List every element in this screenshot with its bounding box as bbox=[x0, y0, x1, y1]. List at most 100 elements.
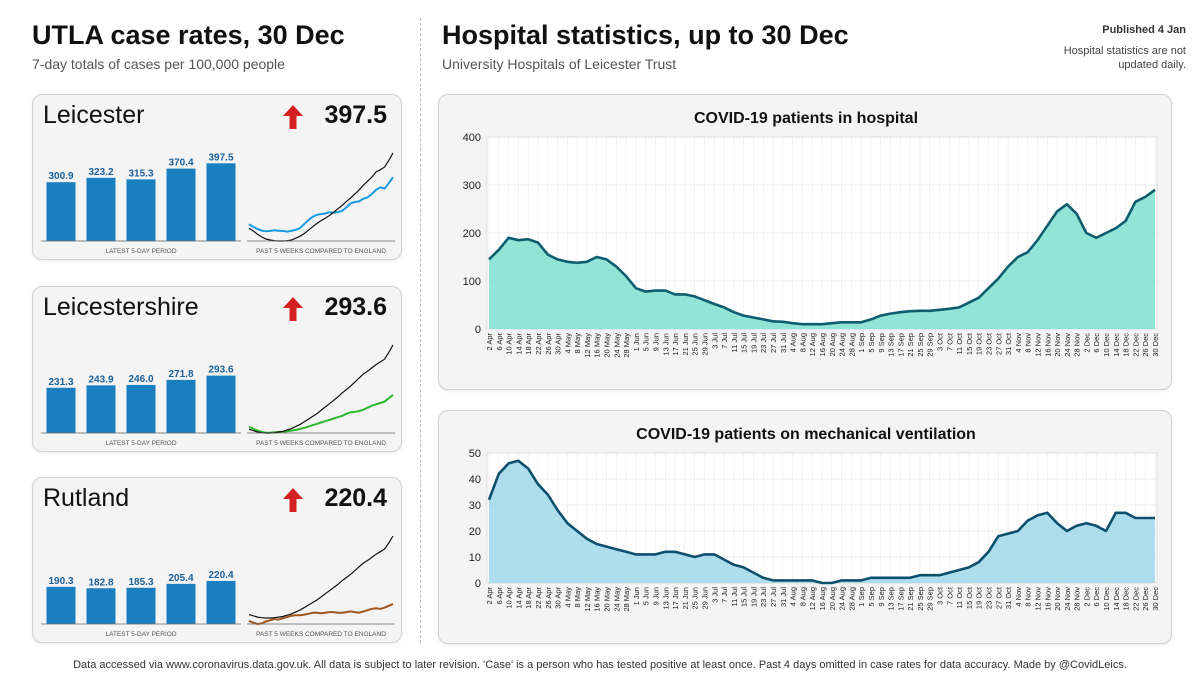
x-tick-label: 23 Oct bbox=[985, 332, 994, 355]
y-tick-label: 100 bbox=[463, 276, 481, 288]
x-tick-label: 24 Nov bbox=[1063, 333, 1072, 357]
x-tick-label: 24 May bbox=[612, 333, 621, 358]
x-tick-label: 20 May bbox=[603, 333, 612, 358]
x-tick-label: 7 Jul bbox=[720, 587, 729, 603]
x-tick-label: 22 Apr bbox=[534, 587, 543, 609]
line-chart: PAST 5 WEEKS COMPARED TO ENGLAND bbox=[247, 152, 395, 255]
x-tick-label: 26 Dec bbox=[1141, 333, 1150, 357]
x-tick-label: 6 Apr bbox=[495, 587, 504, 605]
trend-up-icon bbox=[283, 297, 303, 321]
x-tick-label: 31 Jul bbox=[779, 587, 788, 607]
x-tick-label: 20 Nov bbox=[1053, 587, 1062, 611]
bar-label: 190.3 bbox=[48, 576, 73, 587]
bar bbox=[166, 168, 196, 241]
x-tick-label: 28 Nov bbox=[1073, 587, 1082, 611]
bar-chart: 300.9 323.2 315.3 370.4 397.5 LATEST 5-DAY PE… bbox=[41, 152, 241, 255]
x-tick-label: 21 Jun bbox=[681, 587, 690, 610]
trend-line bbox=[248, 176, 394, 233]
x-tick-label: 24 May bbox=[612, 587, 621, 612]
bar-label: 315.3 bbox=[128, 168, 153, 179]
x-tick-label: 19 Jul bbox=[749, 333, 758, 353]
x-tick-label: 18 Dec bbox=[1122, 333, 1131, 357]
x-tick-label: 17 Jun bbox=[671, 587, 680, 610]
x-tick-label: 25 Sep bbox=[916, 587, 925, 611]
x-tick-label: 4 Aug bbox=[789, 333, 798, 352]
x-tick-label: 25 Jun bbox=[691, 333, 700, 356]
x-tick-label: 21 Sep bbox=[906, 587, 915, 611]
area-fill bbox=[489, 189, 1155, 329]
x-tick-label: 26 Apr bbox=[544, 587, 553, 609]
x-tick-label: 28 Nov bbox=[1073, 333, 1082, 357]
x-tick-label: 16 Aug bbox=[818, 333, 827, 356]
trend-line bbox=[248, 602, 394, 626]
bar bbox=[86, 588, 116, 624]
bar-caption: LATEST 5-DAY PERIOD bbox=[105, 631, 176, 638]
x-tick-label: 23 Jul bbox=[759, 587, 768, 607]
bar bbox=[126, 384, 156, 433]
x-tick-label: 22 Dec bbox=[1131, 333, 1140, 357]
x-tick-label: 5 Jun bbox=[642, 333, 651, 351]
x-tick-label: 6 Dec bbox=[1092, 333, 1101, 353]
y-tick-label: 40 bbox=[469, 474, 481, 486]
x-tick-label: 13 Jun bbox=[661, 333, 670, 356]
x-tick-label: 1 Jun bbox=[632, 587, 641, 605]
bar-caption: LATEST 5-DAY PERIOD bbox=[105, 248, 176, 255]
x-tick-label: 28 May bbox=[622, 587, 631, 612]
x-tick-label: 23 Oct bbox=[985, 586, 994, 609]
x-tick-label: 1 Sep bbox=[857, 587, 866, 607]
bar-label: 205.4 bbox=[168, 573, 193, 584]
x-tick-label: 20 May bbox=[603, 587, 612, 612]
x-tick-label: 24 Aug bbox=[838, 333, 847, 356]
x-tick-label: 26 Dec bbox=[1141, 587, 1150, 611]
x-tick-label: 20 Aug bbox=[828, 333, 837, 356]
trend-line bbox=[248, 394, 394, 434]
published-date: Published 4 Jan bbox=[1102, 24, 1186, 36]
bar bbox=[46, 586, 76, 624]
x-tick-label: 19 Jul bbox=[749, 587, 758, 607]
x-tick-label: 17 Jun bbox=[671, 333, 680, 356]
ventilation-panel: COVID-19 patients on mechanical ventilat… bbox=[438, 410, 1172, 644]
chart-title: COVID-19 patients in hospital bbox=[694, 110, 918, 127]
x-tick-label: 8 Aug bbox=[798, 333, 807, 352]
x-tick-label: 18 Apr bbox=[524, 587, 533, 609]
x-tick-label: 17 Sep bbox=[896, 587, 905, 611]
bar bbox=[166, 379, 196, 433]
x-tick-label: 4 May bbox=[563, 333, 572, 354]
x-tick-label: 9 Jun bbox=[652, 587, 661, 605]
x-tick-label: 15 Jul bbox=[740, 333, 749, 353]
average-line bbox=[488, 188, 1156, 326]
x-tick-label: 15 Oct bbox=[965, 332, 974, 355]
x-tick-label: 8 Nov bbox=[1024, 333, 1033, 353]
area-chart: COVID-19 patients in hospital 0 100 200 300 4… bbox=[463, 110, 1160, 358]
x-tick-label: 25 Sep bbox=[916, 333, 925, 357]
y-tick-label: 30 bbox=[469, 500, 481, 512]
bar-label: 231.3 bbox=[48, 377, 73, 388]
x-tick-label: 10 Apr bbox=[505, 587, 514, 609]
x-tick-label: 7 Jul bbox=[720, 333, 729, 349]
x-tick-label: 28 Aug bbox=[847, 587, 856, 610]
x-tick-label: 10 Dec bbox=[1102, 587, 1111, 611]
x-tick-label: 2 Apr bbox=[485, 587, 494, 605]
bar bbox=[46, 182, 76, 241]
bar bbox=[126, 179, 156, 241]
bar-label: 182.8 bbox=[88, 577, 113, 588]
bar-caption: LATEST 5-DAY PERIOD bbox=[105, 440, 176, 447]
bar bbox=[86, 385, 116, 433]
card-leicestershire: Leicestershire 293.6 231.3 243.9 246.0 271.… bbox=[32, 286, 402, 452]
x-tick-label: 20 Nov bbox=[1053, 333, 1062, 357]
x-tick-label: 27 Oct bbox=[994, 586, 1003, 609]
line-caption: PAST 5 WEEKS COMPARED TO ENGLAND bbox=[256, 631, 386, 638]
x-tick-label: 13 Sep bbox=[887, 333, 896, 357]
trend-up-icon bbox=[283, 488, 303, 512]
x-tick-label: 12 May bbox=[583, 333, 592, 358]
x-tick-label: 2 Dec bbox=[1082, 587, 1091, 607]
x-tick-label: 13 Jun bbox=[661, 587, 670, 610]
y-tick-label: 0 bbox=[475, 324, 481, 336]
bar bbox=[86, 177, 116, 241]
footer-note: Data accessed via www.coronavirus.data.g… bbox=[73, 659, 1127, 671]
bar bbox=[206, 375, 236, 433]
x-tick-label: 22 Dec bbox=[1131, 587, 1140, 611]
x-tick-label: 3 Oct bbox=[936, 332, 945, 351]
x-tick-label: 28 May bbox=[622, 333, 631, 358]
x-tick-label: 30 Apr bbox=[554, 587, 563, 609]
